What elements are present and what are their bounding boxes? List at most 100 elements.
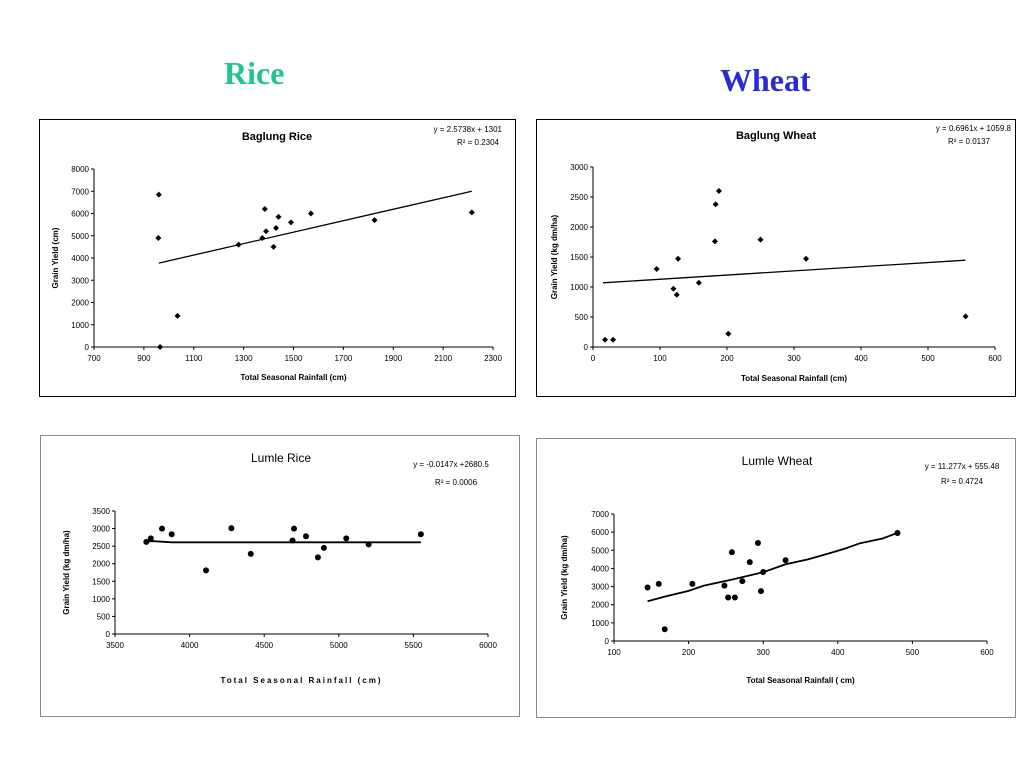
y-tick-label: 3000	[92, 525, 110, 534]
rice-heading: Rice	[224, 55, 285, 91]
y-tick-label: 1000	[92, 595, 110, 604]
data-point	[962, 313, 969, 320]
y-tick-label: 0	[605, 637, 610, 646]
r-squared-label: R² = 0.4724	[941, 477, 984, 486]
x-tick-label: 900	[137, 354, 151, 363]
x-tick-label: 1100	[185, 354, 203, 363]
trend-line	[647, 532, 898, 603]
data-point	[675, 255, 682, 262]
baglung-rice-plot: Baglung Rice y = 2.5738x + 1301 R² = 0.230…	[51, 125, 503, 382]
data-point	[655, 580, 662, 587]
data-point	[894, 530, 901, 537]
data-point	[365, 541, 372, 548]
y-tick-label: 0	[106, 630, 111, 639]
x-tick-label: 6000	[479, 641, 497, 650]
y-tick-label: 3000	[570, 163, 588, 172]
y-tick-label: 6000	[591, 528, 609, 537]
data-point	[695, 279, 702, 286]
x-tick-label: 0	[591, 354, 596, 363]
y-tick-label: 2500	[570, 193, 588, 202]
x-axis-label: Total Seasonal Rainfall (cm)	[220, 676, 382, 685]
x-tick-label: 200	[720, 354, 734, 363]
y-tick-label: 0	[584, 343, 589, 352]
data-point	[715, 188, 722, 194]
y-axis-label: Grain Yield (kg dm/ha)	[550, 214, 559, 299]
data-point	[289, 537, 296, 544]
data-point	[754, 540, 761, 547]
data-point	[275, 213, 282, 220]
chart-title: Baglung Rice	[242, 131, 312, 143]
y-tick-label: 2000	[92, 560, 110, 569]
y-tick-label: 2500	[92, 542, 110, 551]
data-point	[320, 544, 327, 551]
data-point	[157, 344, 164, 350]
data-point	[712, 201, 719, 208]
x-tick-label: 5000	[330, 641, 348, 650]
data-point	[273, 224, 280, 231]
trend-equation: y = 11.277x + 555.48	[925, 462, 1000, 471]
data-point	[203, 567, 210, 574]
x-tick-label: 200	[682, 648, 696, 657]
y-axis-label: Grain Yield (cm)	[51, 227, 60, 288]
y-tick-label: 1500	[570, 253, 588, 262]
data-point	[782, 557, 789, 564]
x-tick-label: 5500	[405, 641, 423, 650]
y-tick-label: 1500	[92, 577, 110, 586]
x-tick-label: 600	[988, 354, 1002, 363]
y-axis-label: Grain Yield (kg dm/ha)	[62, 530, 71, 615]
wheat-heading: Wheat	[720, 62, 811, 98]
x-tick-label: 100	[653, 354, 667, 363]
data-point	[168, 531, 175, 538]
data-point	[739, 578, 746, 585]
data-point	[417, 531, 424, 538]
x-tick-label: 1500	[285, 354, 303, 363]
x-tick-label: 4500	[255, 641, 273, 650]
data-point	[644, 584, 651, 591]
x-tick-label: 4000	[181, 641, 199, 650]
data-point	[155, 191, 162, 198]
x-axis-label: Total Seasonal Rainfall ( cm)	[746, 676, 855, 685]
lumle-wheat-chart: Lumle Wheat y = 11.277x + 555.48 R² = 0.47…	[536, 438, 1016, 718]
data-point	[302, 533, 309, 540]
y-tick-label: 4000	[591, 564, 609, 573]
x-tick-label: 100	[607, 648, 621, 657]
x-tick-label: 2100	[434, 354, 452, 363]
y-tick-label: 3000	[591, 583, 609, 592]
y-tick-label: 3500	[92, 507, 110, 516]
data-point	[757, 588, 764, 595]
trend-line	[158, 190, 472, 264]
x-tick-label: 500	[921, 354, 935, 363]
data-point	[314, 554, 321, 561]
x-tick-label: 400	[854, 354, 868, 363]
data-point	[721, 582, 728, 589]
data-point	[746, 559, 753, 566]
data-point	[661, 626, 668, 633]
x-tick-label: 300	[787, 354, 801, 363]
r-squared-label: R² = 0.0006	[435, 478, 478, 487]
baglung-wheat-plot: Baglung Wheat y = 0.6961x + 1059.8 R² = 0.…	[550, 124, 1012, 383]
data-point	[731, 594, 738, 601]
data-point	[288, 219, 295, 226]
data-point	[725, 594, 732, 601]
lumle-rice-chart: Lumle Rice y = -0.0147x +2680.5 R² = 0.000…	[40, 435, 520, 717]
y-tick-label: 1000	[71, 321, 89, 330]
y-tick-label: 6000	[71, 210, 89, 219]
data-point	[291, 525, 298, 532]
data-point	[235, 241, 242, 248]
data-point	[270, 243, 277, 250]
x-tick-label: 1300	[235, 354, 253, 363]
data-point	[670, 285, 677, 292]
x-tick-label: 2300	[484, 354, 502, 363]
data-point	[757, 236, 764, 243]
y-tick-label: 7000	[71, 187, 89, 196]
baglung-rice-chart: Baglung Rice y = 2.5738x + 1301 R² = 0.230…	[39, 119, 516, 397]
chart-title: Lumle Rice	[251, 451, 311, 465]
data-point	[174, 312, 181, 319]
data-point	[803, 255, 810, 262]
y-tick-label: 0	[85, 343, 90, 352]
trend-line	[602, 259, 966, 284]
y-tick-label: 8000	[71, 165, 89, 174]
x-tick-label: 1900	[384, 354, 402, 363]
y-tick-label: 1000	[570, 283, 588, 292]
data-point	[711, 238, 718, 245]
